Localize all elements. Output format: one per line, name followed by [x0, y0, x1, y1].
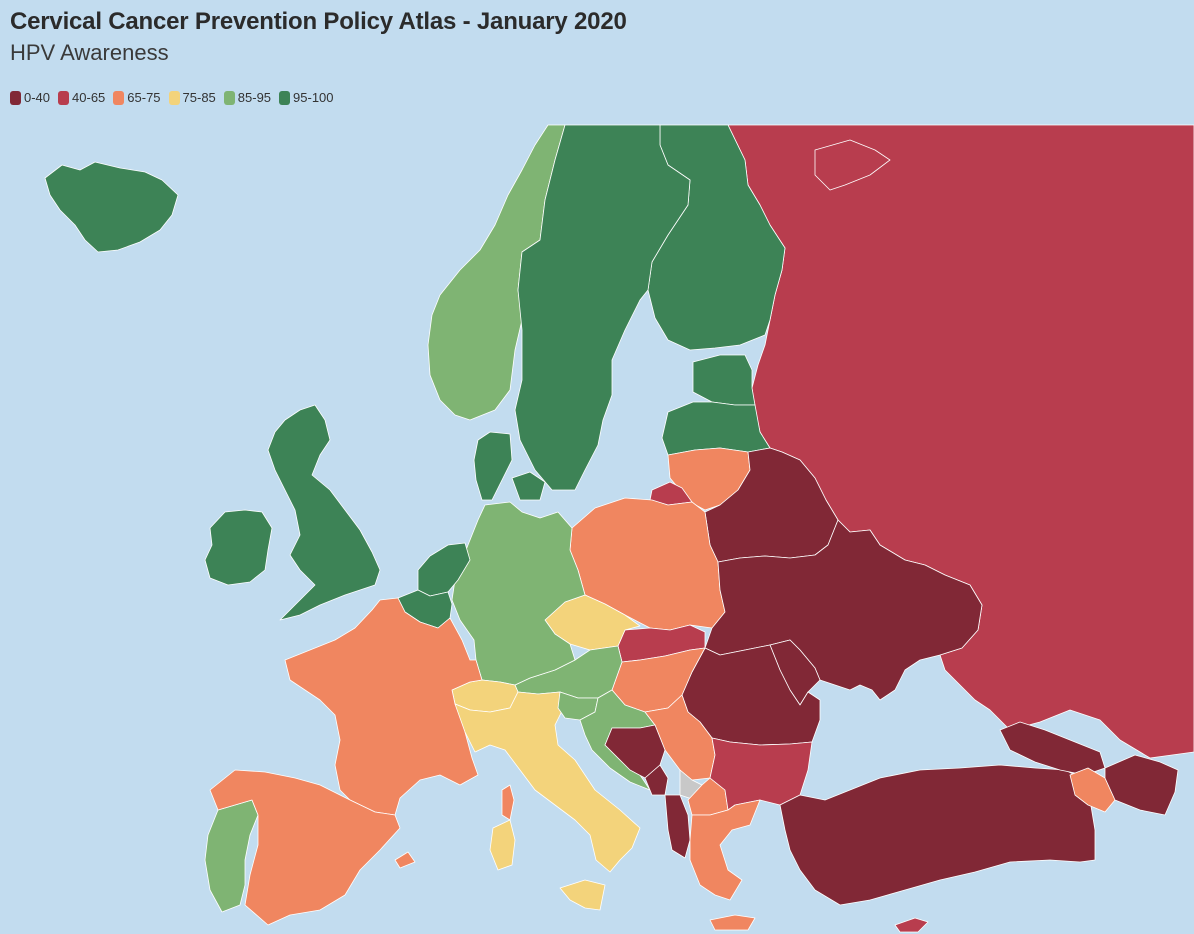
country-iceland[interactable]: [44, 161, 179, 253]
country-albania[interactable]: [664, 794, 691, 859]
country-denmark[interactable]: [473, 431, 546, 501]
page-title: Cervical Cancer Prevention Policy Atlas …: [10, 8, 627, 35]
legend-swatch: [223, 90, 235, 105]
country-sweden[interactable]: [514, 124, 691, 491]
legend-item-85-95[interactable]: 85-95: [223, 90, 272, 105]
legend: 0-40 40-65 65-75 75-85 85-95 95-100: [10, 90, 334, 105]
legend-item-0-40[interactable]: 0-40: [10, 90, 50, 105]
legend-swatch: [58, 90, 70, 105]
country-latvia[interactable]: [661, 401, 771, 456]
legend-label: 95-100: [293, 90, 334, 105]
country-montenegro[interactable]: [644, 764, 669, 796]
country-united-kingdom[interactable]: [267, 404, 381, 621]
header: Cervical Cancer Prevention Policy Atlas …: [10, 8, 627, 66]
legend-swatch: [279, 90, 291, 105]
legend-swatch: [10, 90, 21, 105]
country-ireland[interactable]: [204, 509, 273, 586]
country-france[interactable]: [284, 597, 483, 816]
legend-label: 40-65: [72, 90, 106, 105]
country-crete[interactable]: [709, 914, 756, 931]
legend-label: 65-75: [127, 90, 161, 105]
country-germany[interactable]: [451, 501, 586, 686]
country-balearic-islands[interactable]: [394, 851, 416, 869]
country-armenia[interactable]: [1069, 767, 1116, 813]
country-corsica[interactable]: [501, 784, 515, 821]
legend-label: 85-95: [237, 90, 272, 105]
country-spain[interactable]: [209, 769, 401, 926]
legend-item-95-100[interactable]: 95-100: [279, 90, 334, 105]
country-italy[interactable]: [454, 691, 641, 873]
country-sardinia[interactable]: [489, 819, 516, 871]
legend-label: 0-40: [24, 90, 51, 105]
country-estonia[interactable]: [692, 354, 756, 406]
country-turkey[interactable]: [779, 764, 1096, 906]
legend-item-65-75[interactable]: 65-75: [113, 90, 161, 105]
page-subtitle: HPV Awareness: [10, 40, 169, 65]
legend-item-40-65[interactable]: 40-65: [58, 90, 105, 105]
legend-swatch: [168, 90, 180, 105]
country-sicily[interactable]: [559, 879, 606, 911]
country-cyprus[interactable]: [894, 917, 929, 933]
legend-label: 75-85: [182, 90, 216, 105]
legend-item-75-85[interactable]: 75-85: [168, 90, 216, 105]
country-greece[interactable]: [689, 799, 761, 901]
legend-swatch: [113, 90, 125, 105]
country-azerbaijan[interactable]: [1104, 754, 1179, 816]
